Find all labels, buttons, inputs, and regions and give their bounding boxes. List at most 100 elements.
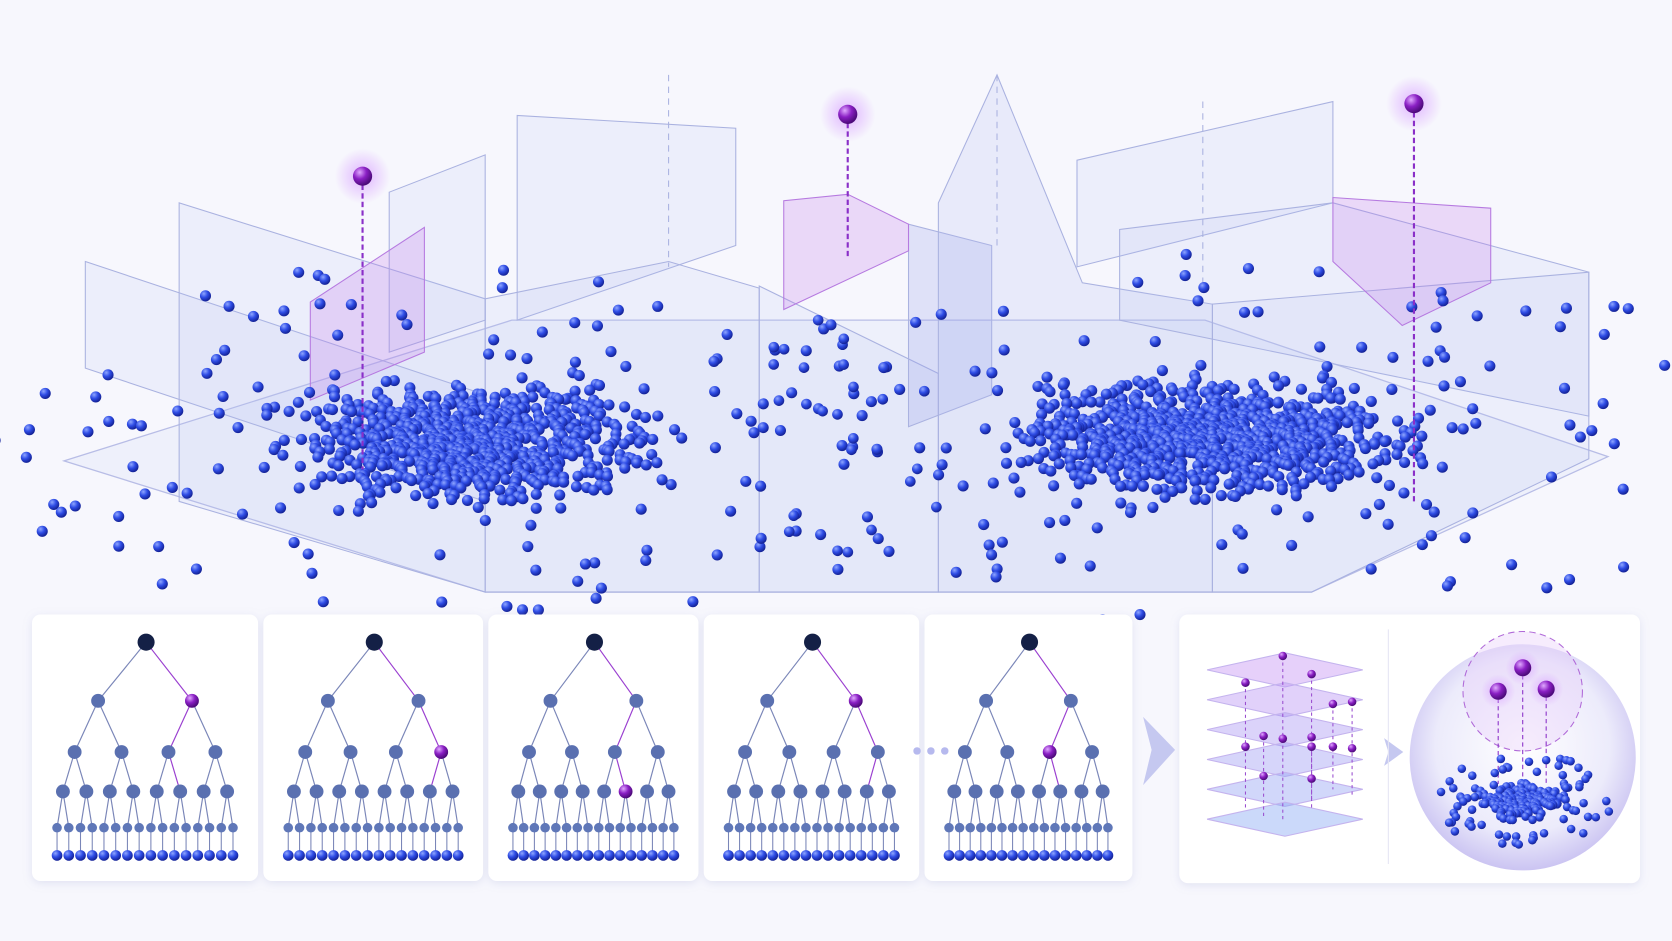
- node: [317, 822, 328, 833]
- sphere: [1156, 365, 1168, 377]
- sphere: [1302, 511, 1314, 523]
- sphere: [646, 448, 658, 461]
- sphere: [1195, 359, 1207, 371]
- sphere: [1436, 787, 1446, 797]
- sphere: [1392, 415, 1404, 427]
- node: [343, 745, 358, 759]
- sphere: [252, 381, 264, 393]
- sphere: [1575, 782, 1584, 792]
- sphere: [1391, 448, 1403, 461]
- sphere: [1371, 472, 1383, 484]
- arrow: [1143, 716, 1176, 786]
- sphere: [1149, 336, 1161, 348]
- node: [826, 745, 841, 759]
- sphere: [1126, 480, 1138, 492]
- node: [1085, 745, 1099, 759]
- sphere: [1044, 516, 1056, 529]
- sphere: [1151, 483, 1163, 495]
- node: [561, 822, 572, 833]
- sphere: [990, 571, 1002, 583]
- sphere: [1073, 478, 1085, 490]
- node: [618, 784, 633, 799]
- leaf: [1092, 850, 1103, 861]
- node: [79, 784, 94, 799]
- sphere: [997, 305, 1009, 317]
- sphere: [505, 495, 518, 507]
- sphere: [1428, 506, 1440, 518]
- node: [723, 822, 734, 833]
- leaf: [384, 850, 396, 861]
- sphere: [590, 592, 602, 604]
- node: [845, 822, 855, 833]
- sphere: [1579, 828, 1588, 838]
- leaf: [811, 850, 823, 861]
- layer-stack: [1206, 651, 1363, 837]
- sphere: [1579, 798, 1588, 808]
- sphere: [527, 391, 539, 403]
- panel: [907, 223, 993, 428]
- sphere: [1499, 814, 1508, 823]
- node: [385, 822, 396, 833]
- sphere: [603, 399, 615, 411]
- sphere: [1439, 351, 1451, 363]
- sphere: [950, 566, 962, 578]
- sphere: [497, 494, 509, 506]
- leaf: [204, 850, 215, 861]
- sphere: [1520, 305, 1532, 317]
- sphere: [592, 276, 605, 288]
- node: [126, 784, 141, 799]
- sphere: [992, 384, 1004, 397]
- sphere: [1498, 839, 1507, 848]
- sphere: [530, 488, 542, 500]
- sphere: [497, 264, 510, 276]
- data-points: [0, 248, 1671, 631]
- sphere: [525, 519, 537, 531]
- sphere: [1041, 371, 1053, 383]
- sphere: [1009, 416, 1021, 429]
- leaf: [407, 850, 419, 861]
- sphere: [1008, 472, 1020, 484]
- sphere: [1048, 450, 1060, 462]
- sphere: [838, 359, 849, 370]
- node: [511, 784, 526, 799]
- sphere: [1084, 560, 1096, 572]
- sphere: [1450, 827, 1460, 836]
- leaf: [430, 850, 441, 861]
- sphere: [213, 407, 225, 419]
- sphere: [755, 480, 767, 492]
- sphere: [768, 341, 780, 353]
- leaf: [507, 850, 519, 861]
- node: [979, 693, 994, 708]
- sphere: [522, 540, 534, 553]
- sphere: [1367, 458, 1379, 470]
- sphere: [279, 322, 292, 334]
- sphere: [1457, 764, 1467, 774]
- sphere: [1398, 487, 1410, 499]
- sphere: [998, 344, 1010, 356]
- sphere: [323, 443, 335, 455]
- sphere: [572, 575, 584, 587]
- node: [430, 822, 441, 833]
- node: [997, 822, 1007, 833]
- sphere: [268, 444, 280, 456]
- sphere: [1282, 459, 1294, 471]
- tree-edge: [744, 700, 768, 753]
- sphere: [439, 479, 452, 491]
- sphere: [1508, 815, 1517, 825]
- leaf: [1081, 850, 1093, 861]
- leaf: [844, 850, 856, 861]
- sphere: [1467, 822, 1476, 831]
- node: [137, 633, 155, 651]
- sphere: [1586, 425, 1598, 437]
- sphere: [1043, 402, 1056, 414]
- leaf: [986, 850, 997, 861]
- sphere: [1386, 383, 1398, 396]
- sphere: [801, 398, 812, 410]
- sphere: [593, 410, 605, 422]
- leaf: [157, 850, 168, 861]
- layer-node: [1278, 651, 1288, 661]
- node: [453, 822, 463, 833]
- node: [647, 822, 658, 833]
- sphere: [573, 370, 585, 382]
- sphere: [532, 479, 544, 491]
